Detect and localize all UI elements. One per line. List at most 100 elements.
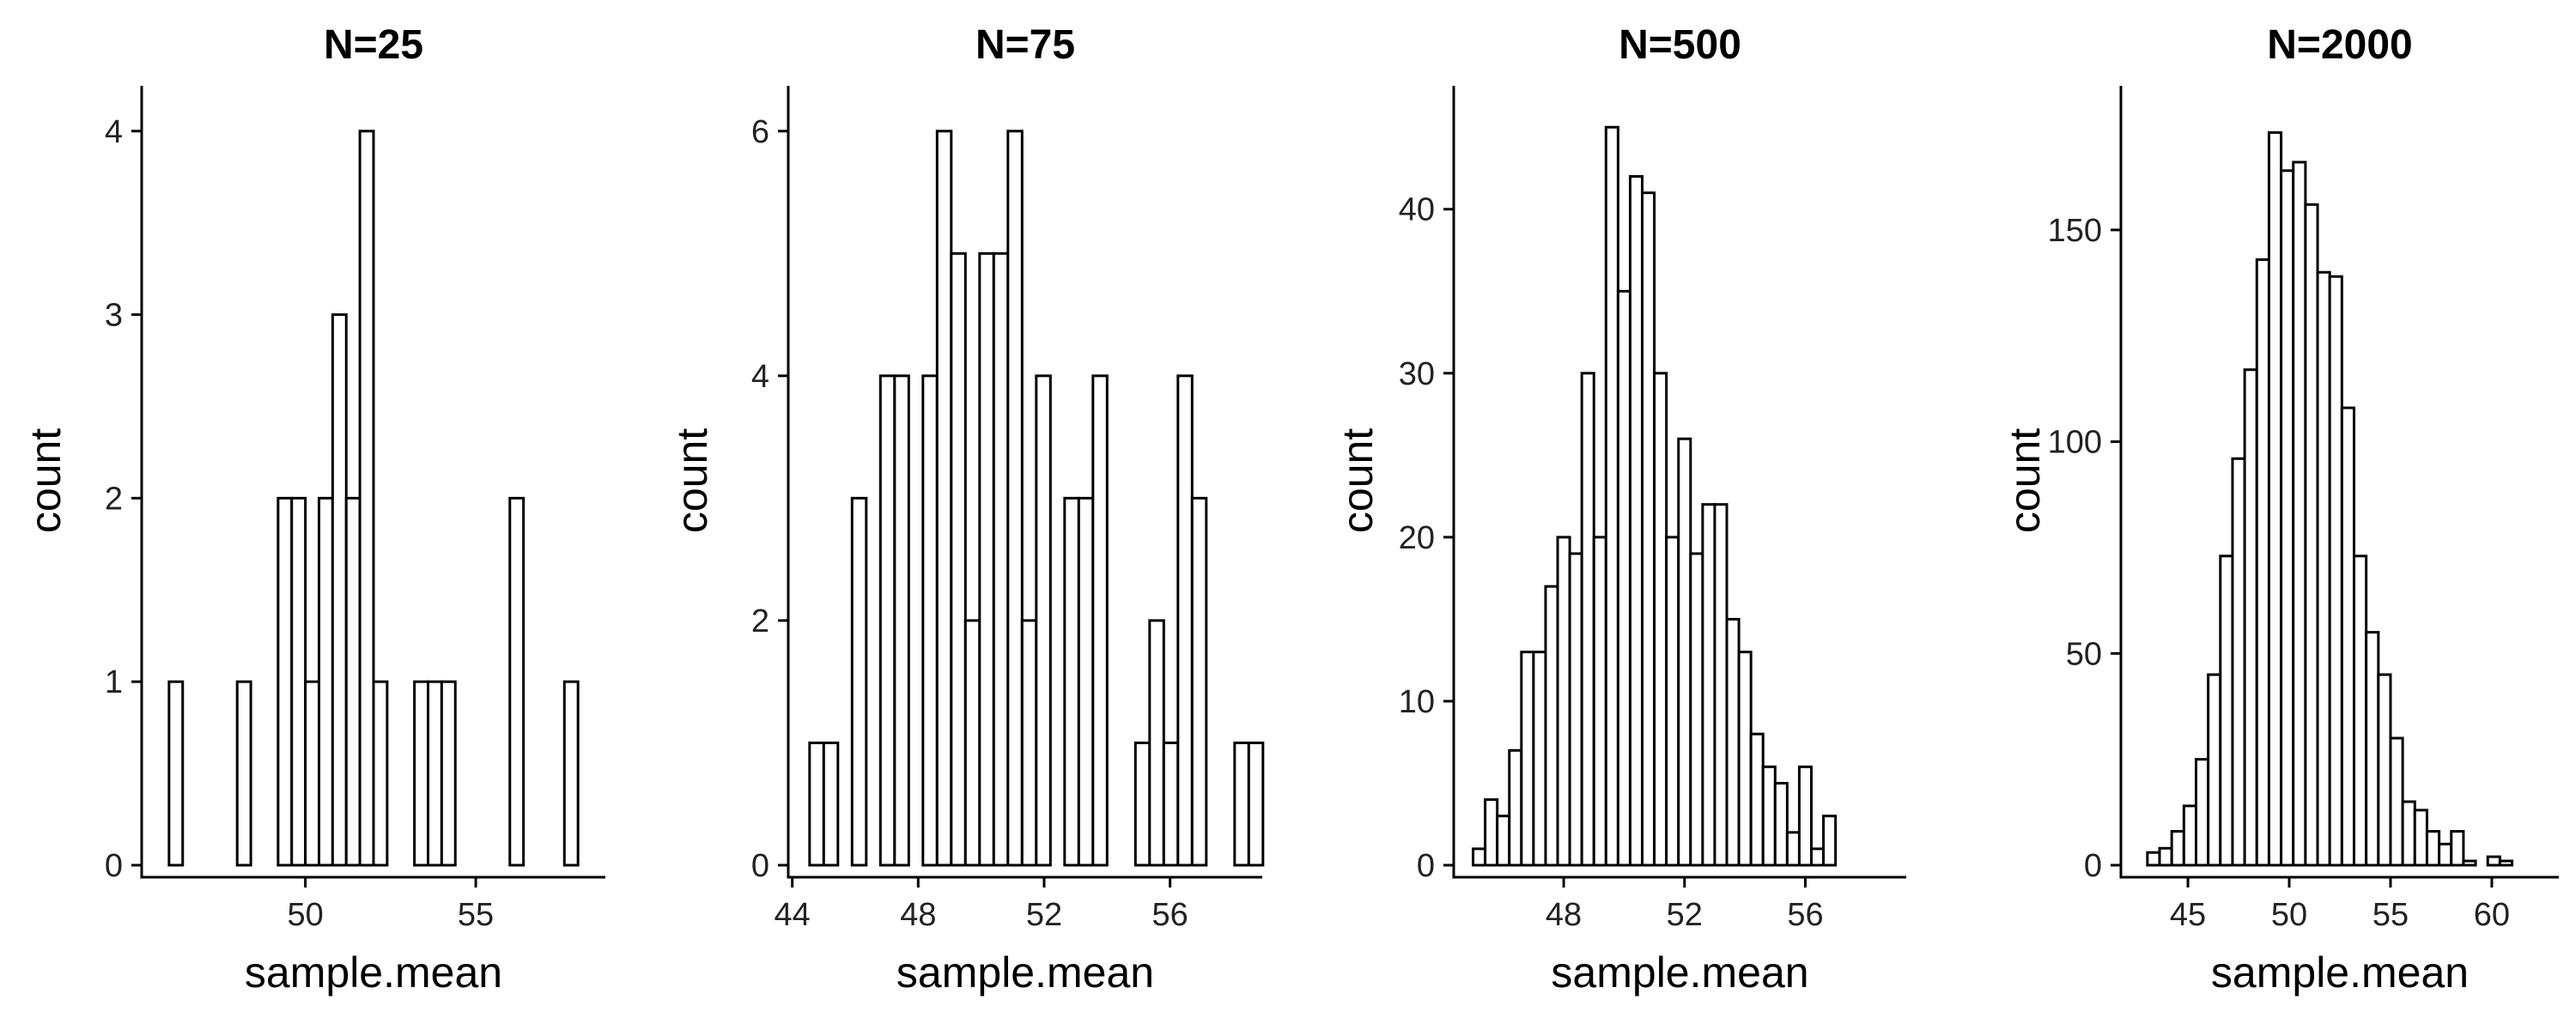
histogram-bar	[1592, 536, 1607, 867]
histogram-bar	[1520, 651, 1535, 867]
histogram-bar	[2328, 275, 2343, 867]
y-tick-label: 4	[751, 359, 769, 395]
histogram-bar	[2195, 758, 2210, 867]
x-tick-label: 50	[2271, 897, 2307, 933]
panel-title: N=25	[324, 22, 423, 68]
histogram-bar	[358, 130, 375, 867]
histogram-bar	[2377, 673, 2392, 867]
histogram-bar	[1508, 748, 1523, 867]
histogram-bar	[2365, 631, 2380, 867]
histogram-panel-3: 0 10 20 30 40 48 52 56 N=500 sample.mean count	[1334, 22, 1906, 997]
x-axis-title: sample.mean	[896, 948, 1154, 997]
histogram-bar	[2170, 830, 2185, 867]
y-tick-label: 2	[751, 603, 769, 639]
y-tick-label: 50	[2066, 636, 2102, 672]
histogram-bar	[1616, 289, 1631, 867]
x-tick-label: 56	[1152, 897, 1188, 933]
histogram-bar	[2267, 130, 2283, 867]
y-tick-label: 20	[1399, 520, 1435, 556]
histogram-bar	[1035, 374, 1052, 867]
y-tick-label: 4	[105, 114, 123, 150]
y-tick-label: 3	[105, 298, 123, 334]
x-tick-label: 56	[1787, 897, 1823, 933]
histogram-bar	[1761, 765, 1777, 867]
x-tick-label: 45	[2170, 897, 2206, 933]
histogram-bar	[1665, 536, 1680, 867]
histogram-bar	[921, 374, 939, 867]
histogram-bar	[1797, 765, 1814, 867]
histogram-bar	[1773, 781, 1789, 867]
histogram-panel-4: 0 50 100 150 45 50 55 60 N=2000 sample.mean count	[2001, 22, 2559, 997]
histogram-bar	[235, 680, 252, 867]
y-tick-label: 30	[1399, 356, 1435, 392]
histogram-bar	[1006, 130, 1024, 867]
histogram-bar	[2182, 804, 2198, 867]
histogram-bar	[1725, 617, 1741, 867]
histogram-bar	[1641, 191, 1656, 867]
x-tick-label: 48	[1546, 897, 1582, 933]
y-axis-title: count	[2001, 428, 2049, 533]
histogram-bar	[2292, 161, 2307, 867]
histogram-bar	[1176, 374, 1194, 867]
y-axis-title: count	[668, 428, 716, 533]
histogram-bar	[1148, 619, 1165, 867]
histogram-bar	[878, 374, 896, 867]
panel-title: N=75	[975, 22, 1075, 68]
histogram-bar	[1247, 741, 1265, 867]
y-tick-label: 150	[2048, 213, 2102, 249]
y-tick-label: 40	[1399, 192, 1435, 228]
x-tick-label: 55	[2372, 897, 2409, 933]
x-axis-title: sample.mean	[245, 948, 502, 997]
x-axis-title: sample.mean	[1551, 948, 1808, 997]
histogram-bar	[2231, 457, 2246, 867]
histogram-bar	[2146, 851, 2161, 867]
histogram-bar	[992, 251, 1010, 867]
histogram-bar	[1785, 831, 1801, 867]
panel-title: N=2000	[2267, 22, 2412, 68]
histogram-bar	[1810, 847, 1826, 867]
histogram-bar	[1689, 552, 1704, 867]
y-tick-label: 0	[105, 848, 123, 884]
histogram-bar	[2353, 554, 2368, 867]
histogram-bar	[344, 496, 361, 867]
histogram-bar	[1822, 815, 1838, 867]
histogram-bar	[1063, 496, 1080, 867]
y-tick-label: 100	[2048, 425, 2102, 461]
histogram-bars	[167, 130, 580, 867]
histogram-bar	[1496, 815, 1511, 867]
histogram-bar	[1472, 847, 1487, 867]
histogram-bars	[1472, 125, 1838, 867]
histogram-bar	[1544, 585, 1559, 867]
x-tick-label: 50	[287, 897, 323, 933]
histogram-bar	[2413, 809, 2428, 867]
histogram-bar	[304, 680, 320, 867]
histogram-bar	[1677, 437, 1692, 867]
y-tick-label: 10	[1399, 684, 1435, 720]
histogram-bar	[2486, 855, 2501, 867]
histogram-bar	[331, 313, 348, 867]
y-axis-title: count	[21, 428, 70, 533]
histogram-bar	[372, 680, 389, 867]
histogram-bar	[1713, 503, 1728, 867]
histogram-bar	[2158, 846, 2173, 867]
x-tick-label: 60	[2474, 897, 2510, 933]
histogram-bar	[1162, 741, 1180, 867]
histogram-bar	[2280, 169, 2295, 867]
histogram-bar	[413, 680, 430, 867]
histogram-bar	[1233, 741, 1250, 867]
histogram-bar	[562, 680, 580, 867]
histogram-bar	[167, 680, 185, 867]
histogram-bar	[1628, 175, 1644, 867]
histogram-bar	[2389, 736, 2404, 867]
histogram-bar	[2316, 270, 2331, 867]
histogram-bar	[1077, 496, 1095, 867]
histogram-bar	[1568, 552, 1583, 867]
histogram-bar	[508, 496, 526, 867]
y-tick-label: 6	[751, 114, 769, 150]
y-tick-label: 0	[751, 848, 769, 884]
histogram-bar	[2255, 258, 2270, 867]
x-tick-label: 55	[458, 897, 494, 933]
histogram-bar	[1604, 125, 1619, 867]
x-tick-label: 48	[900, 897, 936, 933]
